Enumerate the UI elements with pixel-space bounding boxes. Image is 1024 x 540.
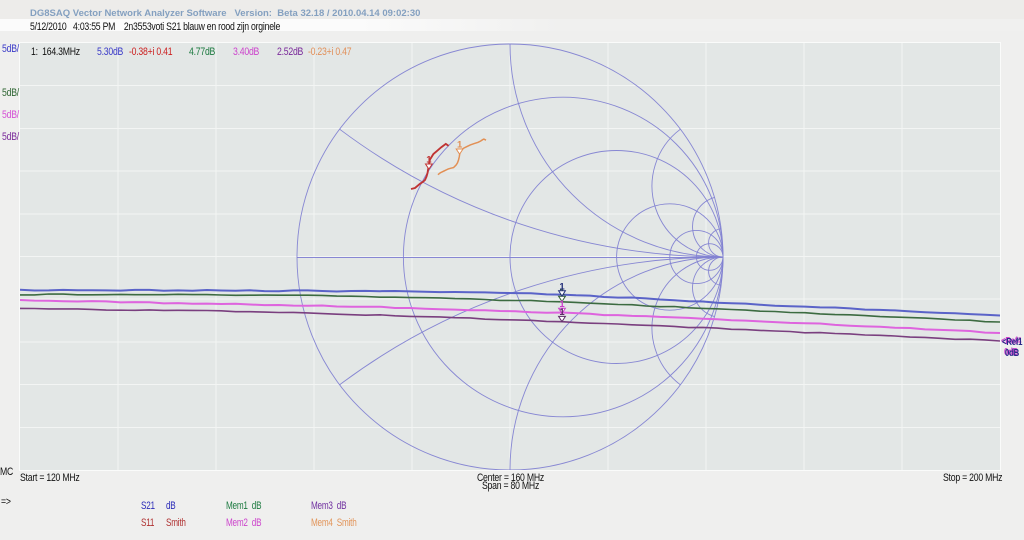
svg-text:1: 1 (559, 307, 565, 318)
svg-text:1: 1 (457, 140, 463, 151)
svg-text:1: 1 (559, 299, 565, 310)
svg-text:1: 1 (559, 281, 565, 292)
svg-text:1: 1 (426, 155, 432, 166)
